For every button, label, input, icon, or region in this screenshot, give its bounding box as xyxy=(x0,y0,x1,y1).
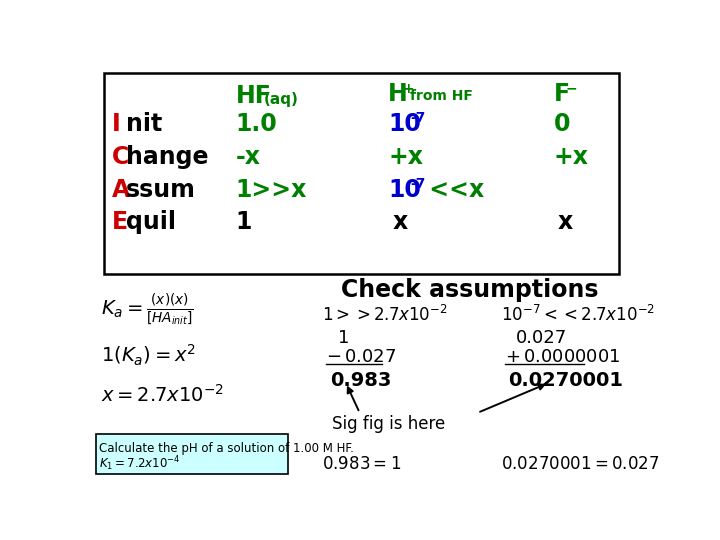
Text: Check assumptions: Check assumptions xyxy=(341,278,598,302)
Text: $+\,0.0000001$: $+\,0.0000001$ xyxy=(505,348,620,367)
Text: $0.983 = 1$: $0.983 = 1$ xyxy=(323,455,402,472)
Text: 1>>x: 1>>x xyxy=(235,178,307,202)
Text: 10: 10 xyxy=(388,112,421,136)
Text: +: + xyxy=(402,82,414,96)
Bar xyxy=(96,434,289,475)
Text: Calculate the pH of a solution of 1.00 M HF.: Calculate the pH of a solution of 1.00 M… xyxy=(99,442,354,455)
Text: F: F xyxy=(554,82,570,106)
Text: +x: +x xyxy=(554,145,588,169)
Text: I: I xyxy=(112,112,120,136)
Text: 1.0: 1.0 xyxy=(235,112,277,136)
Text: hange: hange xyxy=(126,145,208,169)
Text: nit: nit xyxy=(126,112,162,136)
Text: ssum: ssum xyxy=(126,178,196,202)
Text: C: C xyxy=(112,145,129,169)
Text: <<x: <<x xyxy=(421,178,484,202)
Text: from HF: from HF xyxy=(410,89,473,103)
Text: x: x xyxy=(557,210,572,234)
Text: -x: -x xyxy=(235,145,261,169)
Bar xyxy=(104,72,619,274)
Text: A: A xyxy=(112,178,130,202)
Text: $-\,0.027$: $-\,0.027$ xyxy=(326,348,397,367)
Text: $1 >> 2.7x10^{-2}$: $1 >> 2.7x10^{-2}$ xyxy=(323,305,449,325)
Text: 0.0270001: 0.0270001 xyxy=(508,371,624,390)
Text: $x = 2.7x10^{-2}$: $x = 2.7x10^{-2}$ xyxy=(101,383,224,406)
Text: $K_1 = 7.2x10^{-4}$: $K_1 = 7.2x10^{-4}$ xyxy=(99,454,181,473)
Text: Sig fig is here: Sig fig is here xyxy=(332,415,445,433)
Text: 0: 0 xyxy=(554,112,570,136)
Text: $0.0270001 = 0.027$: $0.0270001 = 0.027$ xyxy=(500,455,660,472)
Text: HF: HF xyxy=(235,84,271,107)
Text: 10: 10 xyxy=(388,178,421,202)
Text: 0.983: 0.983 xyxy=(330,371,392,390)
Text: quil: quil xyxy=(126,210,176,234)
Text: +x: +x xyxy=(388,145,423,169)
Text: (aq): (aq) xyxy=(264,92,299,107)
Text: H: H xyxy=(388,82,408,106)
Text: −: − xyxy=(566,82,577,96)
Text: -7: -7 xyxy=(410,111,426,125)
Text: x: x xyxy=(392,210,408,234)
Text: 0.027: 0.027 xyxy=(516,329,567,347)
Text: 1: 1 xyxy=(338,329,349,347)
Text: E: E xyxy=(112,210,128,234)
Text: $1\left(K_a\right) = x^2$: $1\left(K_a\right) = x^2$ xyxy=(101,343,196,368)
Text: -7: -7 xyxy=(410,177,426,191)
Text: $K_a = \frac{(x)(x)}{[HA_{init}]}$: $K_a = \frac{(x)(x)}{[HA_{init}]}$ xyxy=(101,292,194,328)
Text: $10^{-7} << 2.7x10^{-2}$: $10^{-7} << 2.7x10^{-2}$ xyxy=(500,305,655,325)
Text: 1: 1 xyxy=(235,210,252,234)
